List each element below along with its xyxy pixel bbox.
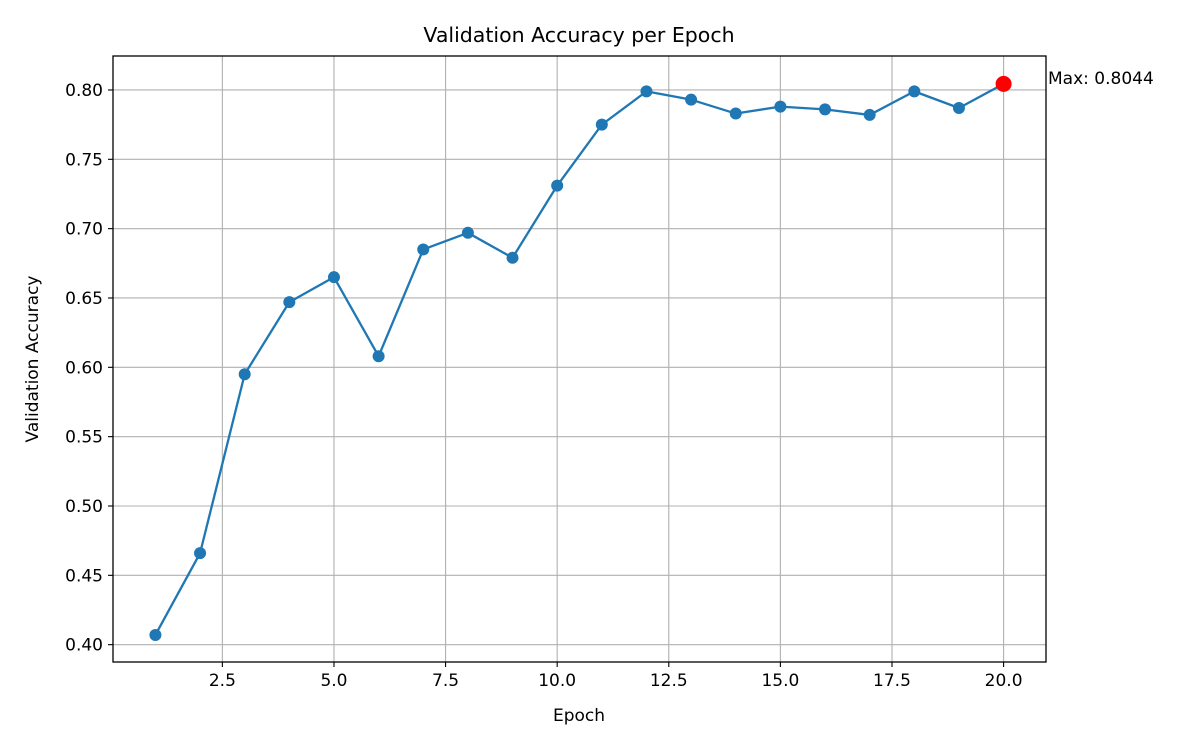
y-axis: 0.40 0.45 0.50 0.55 0.60 0.65 0.70 0.75 0.80 xyxy=(65,81,113,656)
data-point xyxy=(149,628,162,641)
x-tick-label: 12.5 xyxy=(650,671,688,691)
y-tick-label: 0.50 xyxy=(65,497,103,517)
data-point xyxy=(774,100,787,113)
x-tick-label: 7.5 xyxy=(432,671,459,691)
data-point xyxy=(417,243,430,256)
data-point xyxy=(819,103,832,116)
x-tick-label: 15.0 xyxy=(761,671,799,691)
data-point xyxy=(595,118,608,131)
data-point xyxy=(283,296,296,309)
series-layer xyxy=(149,75,1012,641)
x-axis: 2.5 5.0 7.5 10.0 12.5 15.0 17.5 20.0 xyxy=(209,662,1023,691)
y-tick-label: 0.40 xyxy=(65,636,103,656)
data-point xyxy=(372,350,385,363)
y-tick-label: 0.80 xyxy=(65,81,103,101)
y-tick-label: 0.60 xyxy=(65,358,103,378)
max-point-marker xyxy=(995,75,1012,92)
y-tick-label: 0.75 xyxy=(65,150,103,170)
x-tick-label: 20.0 xyxy=(985,671,1023,691)
data-point xyxy=(908,85,921,98)
data-point xyxy=(461,226,474,239)
data-point xyxy=(506,251,519,264)
max-annotation: Max: 0.8044 xyxy=(1048,69,1154,89)
data-point xyxy=(194,547,207,560)
x-tick-label: 5.0 xyxy=(320,671,347,691)
data-point xyxy=(863,108,876,121)
y-axis-label: Validation Accuracy xyxy=(23,276,43,443)
data-point xyxy=(729,107,742,120)
series-line xyxy=(154,82,1005,636)
chart-title: Validation Accuracy per Epoch xyxy=(423,23,734,47)
grid-lines xyxy=(113,56,1046,662)
data-point xyxy=(327,271,340,284)
y-tick-label: 0.65 xyxy=(65,289,103,309)
x-tick-label: 17.5 xyxy=(873,671,911,691)
data-point xyxy=(551,179,564,192)
x-tick-label: 10.0 xyxy=(538,671,576,691)
y-tick-label: 0.70 xyxy=(65,220,103,240)
y-tick-label: 0.45 xyxy=(65,566,103,586)
data-point xyxy=(685,93,698,106)
data-point xyxy=(640,85,653,98)
plot-area-frame xyxy=(112,55,1047,663)
x-tick-label: 2.5 xyxy=(209,671,236,691)
y-tick-label: 0.55 xyxy=(65,428,103,448)
data-point xyxy=(952,102,965,115)
data-point xyxy=(238,368,251,381)
x-axis-label: Epoch xyxy=(553,706,605,726)
